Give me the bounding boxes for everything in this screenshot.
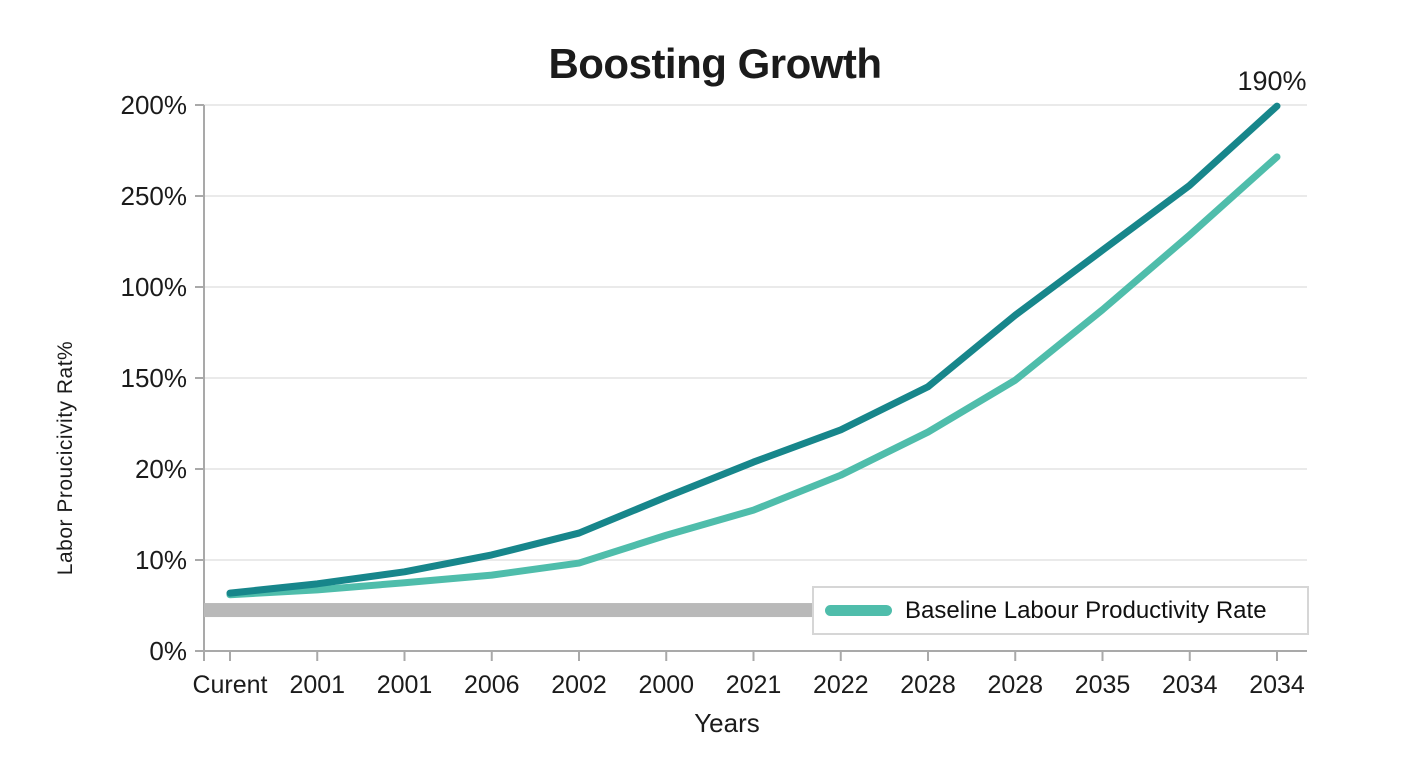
x-tick-label: Curent	[192, 671, 267, 699]
legend-line-swatch-icon	[825, 605, 892, 616]
x-tick-label: 2001	[377, 671, 433, 699]
x-tick-label: 2001	[289, 671, 345, 699]
y-tick-label: 250%	[121, 181, 188, 211]
series-line-projected	[226, 102, 1281, 597]
legend-label: Baseline Labour Productivity Rate	[905, 596, 1267, 624]
legend: Baseline Labour Productivity Rate	[812, 586, 1309, 635]
y-tick-label: 150%	[121, 363, 188, 393]
x-axis-title: Years	[694, 708, 760, 738]
baseline-bar	[204, 603, 813, 618]
y-tick-label: 200%	[121, 90, 188, 120]
series-line-baseline	[226, 153, 1281, 599]
x-tick-label: 2000	[638, 671, 694, 699]
y-tick-label: 100%	[121, 272, 188, 302]
x-tick-label: 2002	[551, 671, 607, 699]
y-tick-label: 0%	[149, 636, 187, 666]
x-tick-label: 2034	[1162, 671, 1218, 699]
x-tick-label: 2028	[900, 671, 956, 699]
x-tick-label: 2035	[1075, 671, 1131, 699]
x-tick-label: 2021	[726, 671, 782, 699]
y-tick-label: 10%	[135, 545, 187, 575]
y-tick-label: 20%	[135, 454, 187, 484]
x-tick-label: 2006	[464, 671, 520, 699]
endpoint-value-annotation: 190%	[1237, 66, 1307, 96]
chart-title: Boosting Growth	[548, 40, 882, 87]
x-tick-label: 2022	[813, 671, 869, 699]
x-tick-label: 2028	[987, 671, 1043, 699]
x-tick-label: 2034	[1249, 671, 1305, 699]
